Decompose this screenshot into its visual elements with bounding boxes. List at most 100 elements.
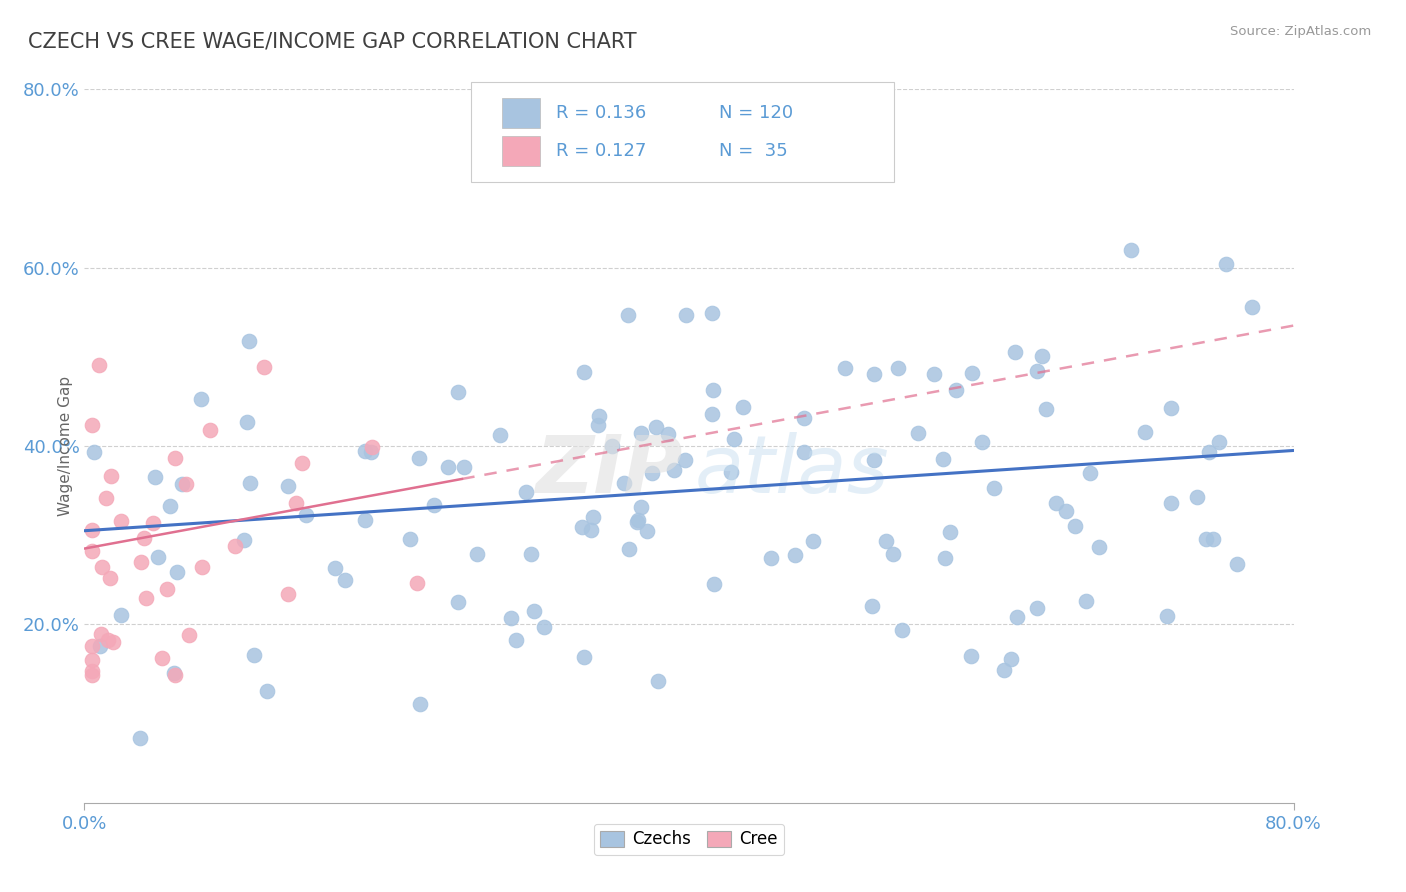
Point bbox=[1208, 435, 1230, 450]
Point bbox=[793, 410, 815, 425]
Point bbox=[891, 623, 914, 637]
Point bbox=[191, 560, 214, 574]
Point bbox=[165, 450, 187, 465]
Point bbox=[1078, 467, 1101, 481]
Point bbox=[647, 673, 669, 688]
Point bbox=[89, 358, 111, 372]
Point bbox=[1007, 610, 1029, 624]
Point bbox=[960, 648, 983, 663]
Point bbox=[960, 366, 983, 380]
Point bbox=[198, 423, 221, 437]
Point bbox=[600, 439, 623, 453]
Point bbox=[641, 467, 664, 481]
Point bbox=[1185, 490, 1208, 504]
Point bbox=[571, 519, 593, 533]
Point bbox=[179, 628, 201, 642]
Point bbox=[574, 366, 596, 380]
Point bbox=[243, 648, 266, 663]
Point bbox=[882, 547, 904, 561]
Point bbox=[1031, 349, 1053, 363]
Point bbox=[586, 418, 609, 433]
Point bbox=[163, 667, 186, 681]
Point bbox=[253, 359, 276, 374]
Point bbox=[1241, 300, 1264, 314]
Point bbox=[1156, 609, 1178, 624]
Point bbox=[142, 516, 165, 530]
Point bbox=[801, 534, 824, 549]
Point bbox=[862, 368, 884, 382]
Point bbox=[731, 400, 754, 414]
Point bbox=[437, 460, 460, 475]
Point bbox=[1087, 540, 1109, 554]
Point bbox=[520, 547, 543, 561]
Point bbox=[619, 541, 641, 556]
Point bbox=[579, 523, 602, 537]
Point bbox=[700, 407, 723, 421]
Point bbox=[277, 479, 299, 493]
Point bbox=[1045, 496, 1067, 510]
Point bbox=[627, 513, 650, 527]
Point bbox=[626, 515, 648, 529]
Point bbox=[863, 453, 886, 467]
Point bbox=[499, 610, 522, 624]
Point bbox=[233, 533, 256, 548]
Point bbox=[409, 698, 432, 712]
Point bbox=[291, 456, 314, 470]
Point bbox=[89, 640, 111, 654]
Point bbox=[723, 432, 745, 446]
Point bbox=[675, 308, 697, 322]
Point bbox=[146, 549, 169, 564]
Point bbox=[1133, 425, 1156, 440]
Point bbox=[150, 651, 173, 665]
Point bbox=[100, 468, 122, 483]
Point bbox=[172, 477, 194, 491]
Point bbox=[80, 664, 103, 678]
Point bbox=[80, 544, 103, 558]
FancyBboxPatch shape bbox=[471, 82, 894, 182]
Point bbox=[613, 475, 636, 490]
Text: N = 120: N = 120 bbox=[720, 104, 793, 122]
Point bbox=[166, 565, 188, 579]
Point bbox=[129, 731, 152, 745]
Point bbox=[932, 451, 955, 466]
Point bbox=[236, 415, 259, 429]
Point bbox=[972, 435, 994, 450]
Point bbox=[1000, 652, 1022, 666]
Point bbox=[163, 665, 186, 680]
Point bbox=[703, 577, 725, 591]
Point bbox=[408, 450, 430, 465]
Point bbox=[783, 548, 806, 562]
Point bbox=[630, 500, 652, 515]
Point bbox=[860, 599, 883, 613]
Point bbox=[360, 440, 382, 454]
Point bbox=[702, 306, 724, 320]
Point bbox=[907, 426, 929, 441]
Point bbox=[939, 524, 962, 539]
Point bbox=[90, 626, 112, 640]
Text: Source: ZipAtlas.com: Source: ZipAtlas.com bbox=[1230, 25, 1371, 38]
Point bbox=[793, 445, 815, 459]
Point bbox=[1119, 243, 1142, 257]
Point bbox=[761, 551, 783, 566]
Point bbox=[945, 383, 967, 397]
Point bbox=[664, 463, 686, 477]
Point bbox=[354, 513, 377, 527]
Point bbox=[1026, 364, 1049, 378]
Point bbox=[515, 485, 537, 500]
Point bbox=[617, 309, 640, 323]
Point bbox=[588, 409, 610, 423]
Point bbox=[110, 608, 132, 623]
Text: CZECH VS CREE WAGE/INCOME GAP CORRELATION CHART: CZECH VS CREE WAGE/INCOME GAP CORRELATIO… bbox=[28, 31, 637, 51]
Point bbox=[97, 632, 120, 647]
Point bbox=[1004, 345, 1026, 359]
Point bbox=[135, 591, 157, 605]
Point bbox=[1054, 504, 1077, 518]
Point bbox=[447, 384, 470, 399]
Point bbox=[453, 460, 475, 475]
Point bbox=[533, 620, 555, 634]
Point bbox=[834, 361, 856, 376]
Point bbox=[295, 508, 318, 522]
Y-axis label: Wage/Income Gap: Wage/Income Gap bbox=[58, 376, 73, 516]
Point bbox=[702, 383, 724, 397]
Legend: Czechs, Cree: Czechs, Cree bbox=[593, 824, 785, 855]
